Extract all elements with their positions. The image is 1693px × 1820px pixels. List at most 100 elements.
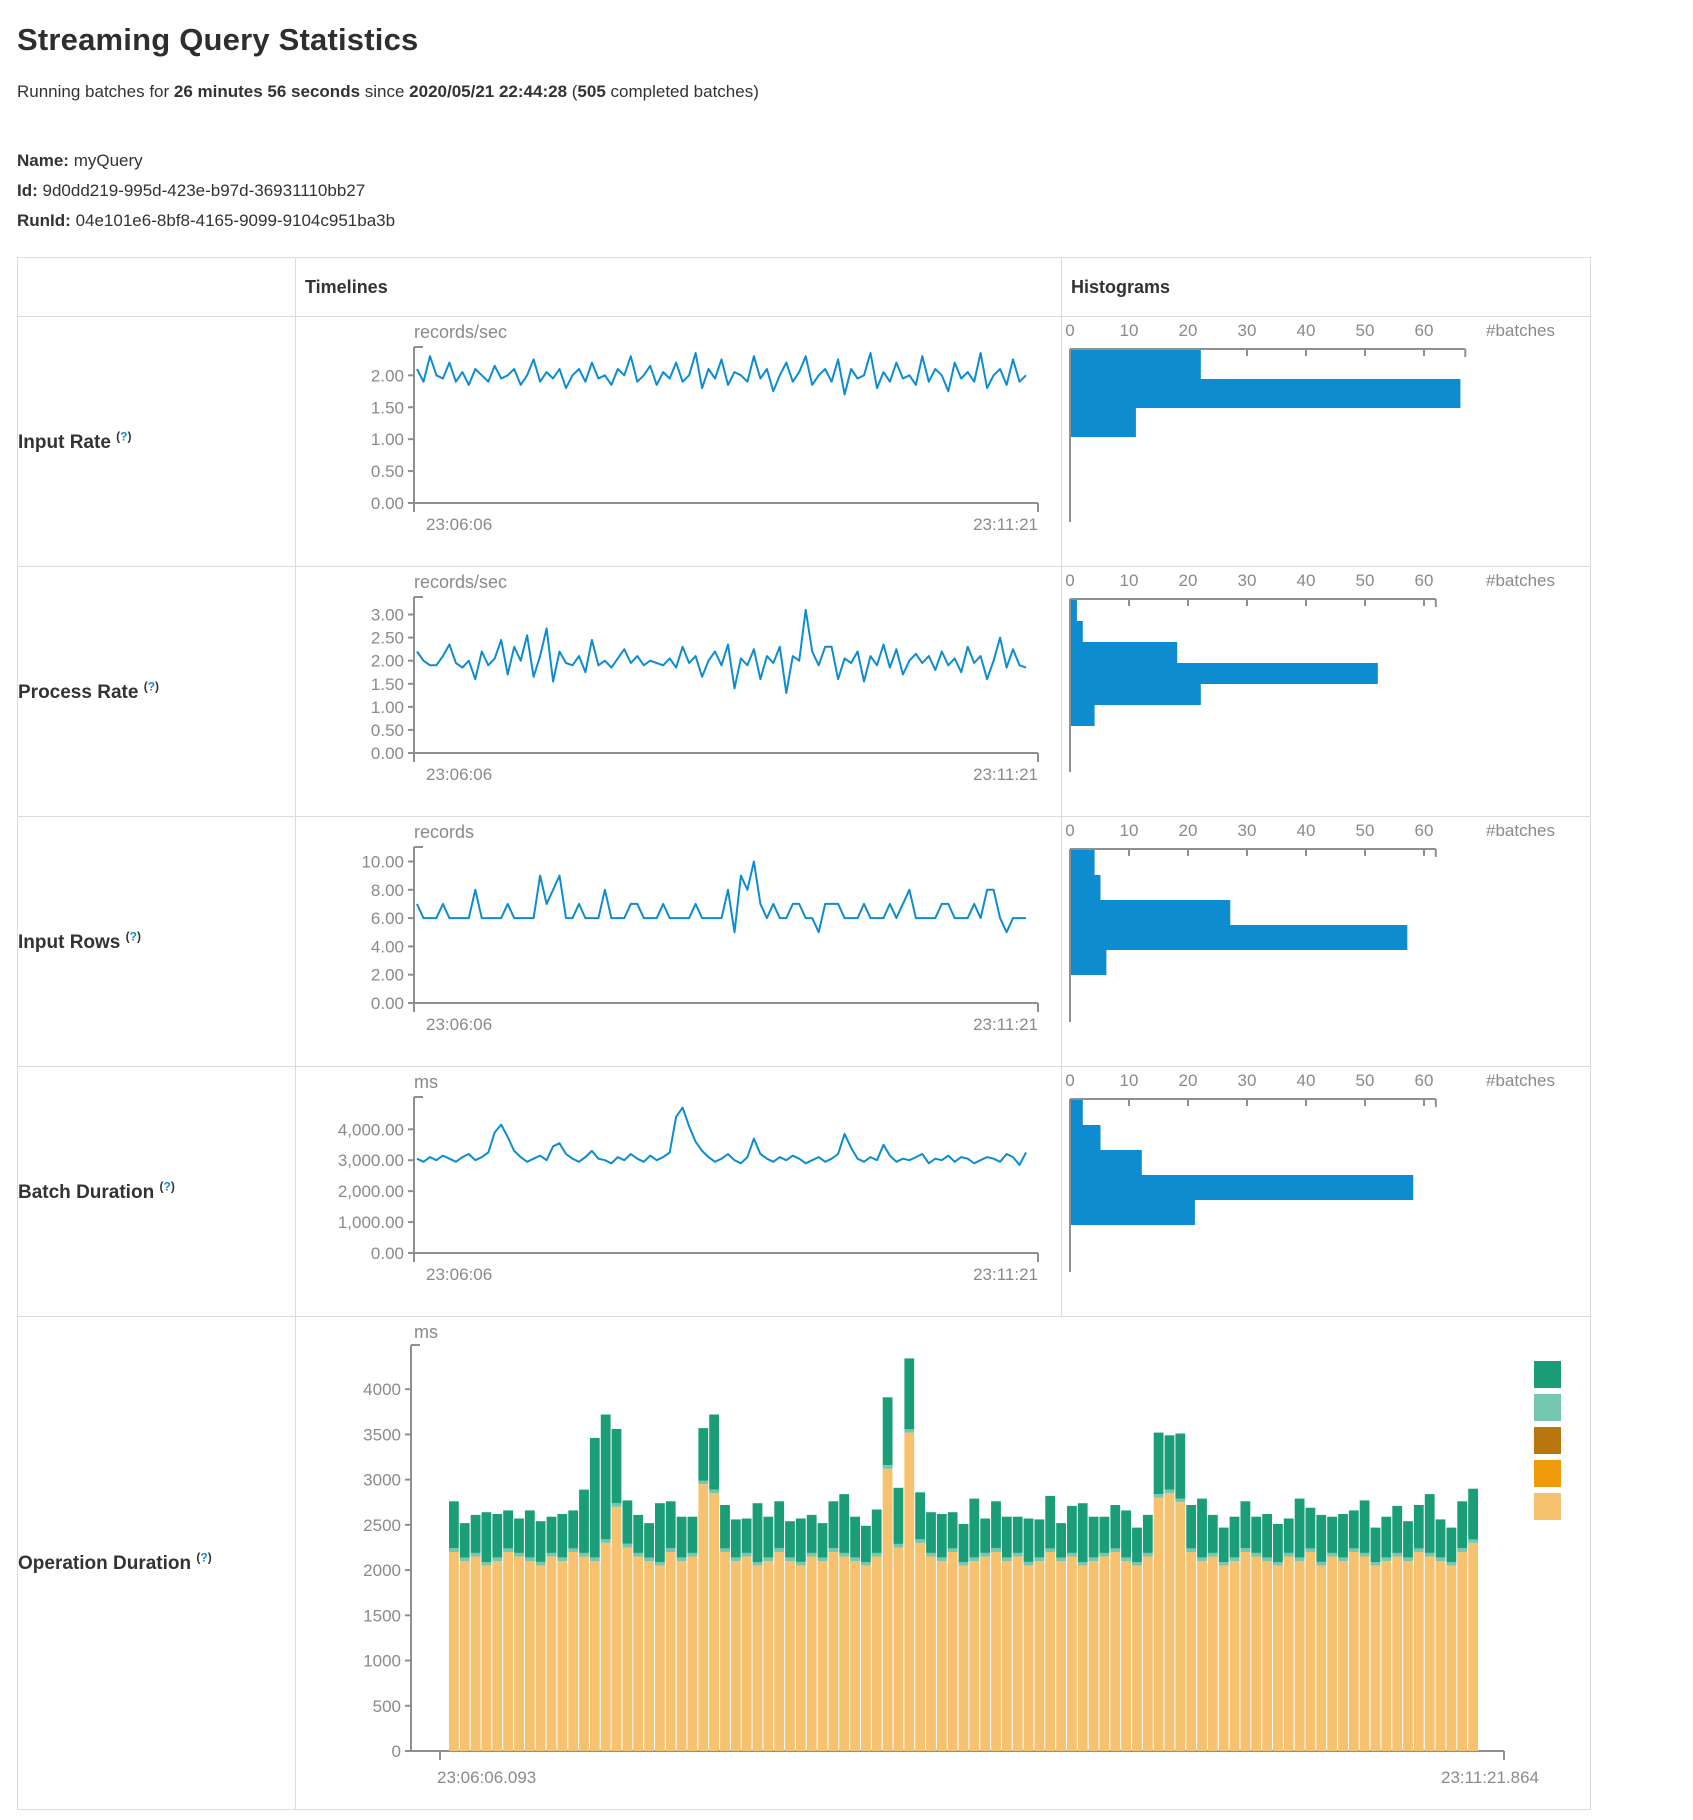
process-rate-timeline-chart: records/sec 0.00 0.50 1.00 1.50 2.00 2.50 3.00 2… <box>296 567 1061 805</box>
svg-text:0.00: 0.00 <box>371 744 404 763</box>
corner-header-cell <box>17 257 296 318</box>
svg-text:ms: ms <box>414 1322 438 1342</box>
svg-text:20: 20 <box>1179 1071 1198 1090</box>
svg-text:0: 0 <box>392 1742 401 1761</box>
svg-text:#batches: #batches <box>1486 571 1555 590</box>
batch-duration-help-icon[interactable]: (?) <box>159 1179 175 1194</box>
svg-text:2500: 2500 <box>363 1516 401 1535</box>
svg-text:1.50: 1.50 <box>371 399 404 418</box>
svg-text:3000: 3000 <box>363 1471 401 1490</box>
input-rate-histogram-chart: 0 10 20 30 40 50 60 #batches <box>1062 317 1590 557</box>
operation-duration-legend <box>1534 1361 1561 1521</box>
svg-text:23:06:06: 23:06:06 <box>426 1265 492 1284</box>
svg-text:23:06:06: 23:06:06 <box>426 515 492 534</box>
svg-text:8.00: 8.00 <box>371 881 404 900</box>
svg-text:10: 10 <box>1120 1071 1139 1090</box>
svg-text:ms: ms <box>414 1072 438 1092</box>
histograms-column-header: Histograms <box>1061 257 1591 318</box>
stats-table: Timelines Histograms Input Rate (?) reco… <box>17 257 1591 1811</box>
svg-text:1.00: 1.00 <box>371 430 404 449</box>
query-runid-label: RunId: <box>17 210 71 230</box>
svg-text:#batches: #batches <box>1486 321 1555 340</box>
svg-text:10: 10 <box>1120 821 1139 840</box>
query-name-label: Name: <box>17 151 69 170</box>
svg-text:60: 60 <box>1415 571 1434 590</box>
svg-text:records/sec: records/sec <box>414 572 507 592</box>
operation-duration-help-icon[interactable]: (?) <box>196 1551 212 1566</box>
svg-text:60: 60 <box>1415 1071 1434 1090</box>
svg-text:0: 0 <box>1065 821 1074 840</box>
process-rate-help-icon[interactable]: (?) <box>143 679 160 694</box>
svg-text:20: 20 <box>1179 821 1198 840</box>
query-metadata: Name: myQuery Id: 9d0dd219-995d-423e-b97… <box>17 146 1693 235</box>
svg-text:3,000.00: 3,000.00 <box>338 1151 404 1170</box>
svg-text:50: 50 <box>1356 821 1375 840</box>
input-rate-help-icon[interactable]: (?) <box>116 429 132 444</box>
svg-text:0.50: 0.50 <box>371 462 404 481</box>
svg-text:20: 20 <box>1179 571 1198 590</box>
svg-text:#batches: #batches <box>1486 1071 1555 1090</box>
svg-text:50: 50 <box>1356 1071 1375 1090</box>
svg-text:23:11:21: 23:11:21 <box>973 765 1038 784</box>
svg-text:23:11:21: 23:11:21 <box>973 1015 1038 1034</box>
query-name-line: Name: myQuery <box>17 146 1693 176</box>
input-rows-histogram-chart: 0 10 20 30 40 50 60 #batches <box>1062 817 1590 1057</box>
status-start-time: 2020/05/21 22:44:28 <box>409 82 568 101</box>
svg-text:50: 50 <box>1356 571 1375 590</box>
svg-text:60: 60 <box>1415 321 1434 340</box>
input-rate-timeline-chart: records/sec 0.00 0.50 1.00 1.50 2.00 23:06:06 2… <box>296 317 1061 555</box>
query-runid-line: RunId: 04e101e6-8bf8-4165-9099-9104c951b… <box>17 206 1693 236</box>
svg-text:23:06:06.093: 23:06:06.093 <box>437 1768 536 1787</box>
svg-text:40: 40 <box>1297 571 1316 590</box>
svg-text:40: 40 <box>1297 1071 1316 1090</box>
query-id-value: 9d0dd219-995d-423e-b97d-36931110bb27 <box>42 180 366 200</box>
row-label-input-rows: Input Rows (?) <box>18 929 142 953</box>
svg-text:23:11:21: 23:11:21 <box>973 1265 1038 1284</box>
svg-text:1000: 1000 <box>363 1652 401 1671</box>
svg-text:10: 10 <box>1120 321 1139 340</box>
svg-text:0.00: 0.00 <box>371 1244 404 1263</box>
svg-text:0.50: 0.50 <box>371 721 404 740</box>
query-id-label: Id: <box>17 180 38 200</box>
svg-text:3.00: 3.00 <box>371 606 404 625</box>
svg-text:23:06:06: 23:06:06 <box>426 1015 492 1034</box>
row-label-process-rate: Process Rate (?) <box>18 679 160 703</box>
operation-duration-stacked-chart: ms 0 500 1000 1500 2000 2500 3000 3500 4000 23:06:… <box>296 1317 1590 1809</box>
svg-text:4.00: 4.00 <box>371 938 404 957</box>
svg-text:30: 30 <box>1238 321 1257 340</box>
svg-text:2.00: 2.00 <box>371 966 404 985</box>
page-header: Streaming Query Statistics Running batch… <box>0 0 1693 235</box>
status-mid: since <box>360 82 410 101</box>
svg-text:23:06:06: 23:06:06 <box>426 765 492 784</box>
svg-text:23:11:21: 23:11:21 <box>973 515 1038 534</box>
running-batches-status: Running batches for 26 minutes 56 second… <box>17 82 1693 102</box>
svg-text:0: 0 <box>1065 571 1074 590</box>
svg-text:1.50: 1.50 <box>371 675 404 694</box>
row-label-operation-duration: Operation Duration (?) <box>18 1551 212 1575</box>
svg-text:2000: 2000 <box>363 1561 401 1580</box>
svg-text:0.00: 0.00 <box>371 494 404 513</box>
svg-text:30: 30 <box>1238 1071 1257 1090</box>
svg-text:6.00: 6.00 <box>371 909 404 928</box>
svg-text:30: 30 <box>1238 571 1257 590</box>
row-label-batch-duration: Batch Duration (?) <box>18 1179 175 1203</box>
svg-text:10.00: 10.00 <box>361 853 404 872</box>
svg-text:40: 40 <box>1297 821 1316 840</box>
input-rows-timeline-chart: records 0.00 2.00 4.00 6.00 8.00 10.00 23:06:06… <box>296 817 1061 1055</box>
timelines-column-header: Timelines <box>295 257 1062 318</box>
svg-text:2.00: 2.00 <box>371 652 404 671</box>
svg-text:23:11:21.864: 23:11:21.864 <box>1441 1768 1539 1787</box>
svg-text:#batches: #batches <box>1486 821 1555 840</box>
svg-text:2,000.00: 2,000.00 <box>338 1182 404 1201</box>
batch-duration-histogram-chart: 0 10 20 30 40 50 60 #batches <box>1062 1067 1590 1307</box>
svg-text:20: 20 <box>1179 321 1198 340</box>
svg-text:1.00: 1.00 <box>371 698 404 717</box>
svg-text:0: 0 <box>1065 1071 1074 1090</box>
process-rate-histogram-chart: 0 10 20 30 40 50 60 #batches <box>1062 567 1590 807</box>
svg-text:records: records <box>414 822 474 842</box>
input-rows-help-icon[interactable]: (?) <box>125 929 142 944</box>
query-runid-value: 04e101e6-8bf8-4165-9099-9104c951ba3b <box>75 210 396 230</box>
svg-text:50: 50 <box>1356 321 1375 340</box>
svg-text:0.00: 0.00 <box>371 994 404 1013</box>
row-label-input-rate: Input Rate (?) <box>18 429 132 453</box>
